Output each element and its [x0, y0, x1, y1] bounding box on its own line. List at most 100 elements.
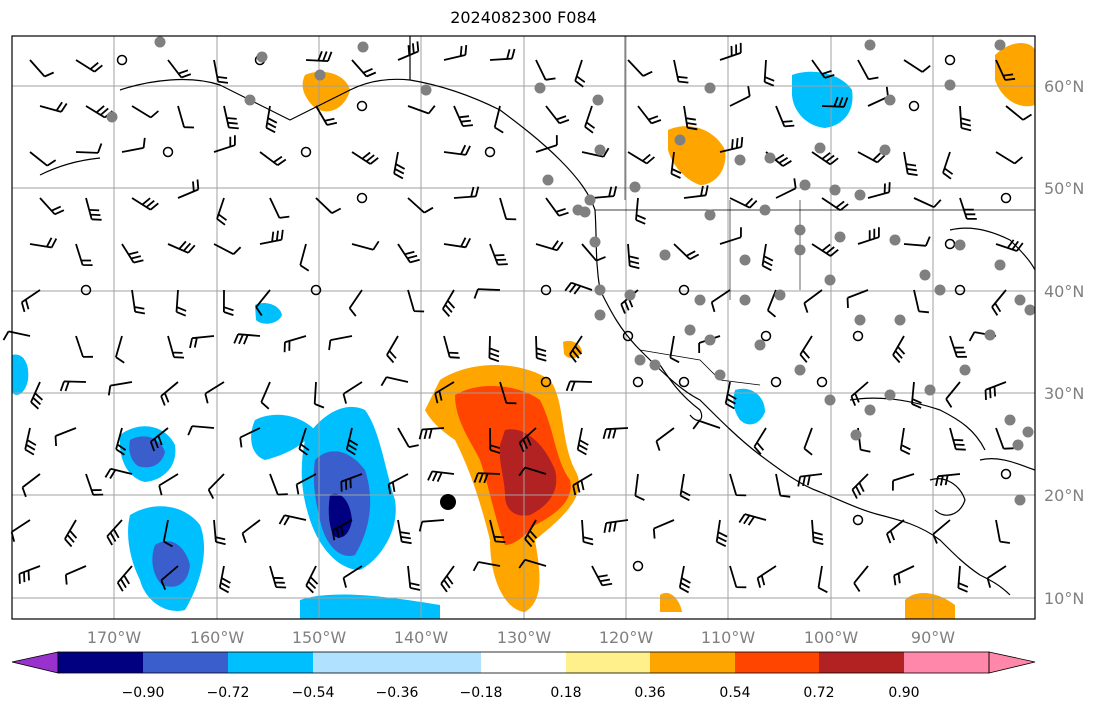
station-dot: [704, 82, 716, 94]
station-dot: [934, 284, 946, 296]
wind-barb: [386, 335, 399, 364]
wind-barb: [313, 381, 325, 409]
calm-wind-marker: [944, 238, 956, 250]
wind-barb: [893, 565, 915, 586]
wind-barb: [729, 473, 747, 497]
calm-wind-marker: [852, 330, 864, 342]
station-dot: [256, 51, 268, 63]
wind-barb: [719, 227, 742, 245]
wind-barb: [187, 425, 215, 436]
calm-wind-marker: [632, 560, 644, 572]
wind-barb: [903, 151, 918, 176]
wind-barb: [945, 381, 961, 408]
station-dot: [794, 364, 806, 376]
wind-barb: [29, 59, 55, 78]
lon-label: 160°W: [190, 628, 245, 647]
wind-barb: [995, 427, 1014, 450]
wind-barb: [239, 427, 261, 448]
wind-barb: [241, 519, 261, 544]
wind-barb: [121, 137, 146, 153]
wind-barb: [851, 473, 869, 499]
station-dot: [794, 244, 806, 256]
wind-barb: [278, 514, 307, 526]
wind-barb: [565, 380, 593, 392]
wind-barb: [213, 243, 242, 255]
wind-barb: [673, 243, 700, 260]
wind-barb: [24, 427, 37, 456]
lat-label: 10°N: [1044, 589, 1084, 608]
wind-barb: [581, 147, 610, 158]
station-dot: [864, 39, 876, 51]
wind-barb: [846, 289, 869, 308]
graticule: [12, 36, 1035, 619]
calm-wind-marker: [816, 376, 828, 388]
station-dot: [592, 94, 604, 106]
wind-barb: [116, 565, 133, 592]
calm-wind-marker: [116, 54, 128, 66]
negative-anomaly-patch-1: [251, 414, 315, 460]
wind-barb: [189, 335, 215, 349]
calm-wind-marker: [632, 376, 644, 388]
wind-barb: [591, 565, 613, 587]
wind-barb: [85, 197, 102, 221]
station-dot: [954, 239, 966, 251]
lon-label: 90°W: [911, 628, 955, 647]
wind-barb: [115, 335, 125, 364]
wind-barb: [603, 519, 629, 533]
colorbar-tick-label: −0.54: [292, 685, 335, 701]
wind-barb: [518, 558, 547, 569]
wind-barb: [442, 289, 456, 317]
lon-label: 120°W: [599, 628, 654, 647]
wind-barb: [535, 59, 556, 81]
colorbar-tick-label: 0.72: [803, 685, 834, 701]
station-dot: [814, 142, 826, 154]
station-dot: [774, 289, 786, 301]
wind-barb: [679, 473, 691, 502]
negative-anomaly-mexico: [733, 388, 765, 425]
wind-barb: [453, 105, 473, 127]
coastline-gulf: [849, 397, 986, 451]
colorbar-labels: −0.90 −0.72 −0.54 −0.36 −0.18 0.18 0.36 …: [122, 685, 920, 701]
wind-barb: [903, 59, 931, 73]
wind-barb: [39, 197, 65, 216]
station-dot: [879, 144, 891, 156]
colorbar: [11, 651, 1036, 674]
station-dot: [799, 179, 811, 191]
wind-barb: [106, 519, 123, 546]
wind-barb: [104, 467, 133, 479]
wind-barb: [158, 473, 179, 496]
wind-barb: [581, 243, 606, 262]
wind-barb: [803, 289, 823, 313]
wind-barb: [488, 335, 500, 363]
lat-label: 50°N: [1044, 179, 1084, 198]
wind-barb: [213, 59, 229, 84]
wind-barb: [351, 151, 379, 165]
wind-barb: [911, 381, 922, 409]
station-dot: [684, 324, 696, 336]
wind-barb: [351, 59, 377, 78]
station-dot: [594, 284, 606, 296]
wind-barb: [821, 197, 849, 212]
station-dot: [794, 224, 806, 236]
wind-barb: [545, 197, 569, 217]
wind-barb: [867, 182, 891, 199]
station-dot: [734, 154, 746, 166]
wind-barb: [167, 335, 185, 359]
wind-barb: [380, 376, 409, 387]
wind-barb: [259, 229, 284, 245]
station-dot: [694, 294, 706, 306]
wind-barb: [269, 565, 287, 589]
wind-barb: [799, 335, 813, 363]
map-title: 2024082300 F084: [450, 8, 597, 27]
lon-label: 100°W: [804, 628, 859, 647]
station-dot: [884, 389, 896, 401]
wind-barb: [811, 243, 839, 257]
wind-barb: [64, 565, 87, 585]
wind-barb: [305, 50, 333, 62]
wind-barb: [627, 59, 653, 77]
wind-barb: [913, 289, 929, 314]
calm-wind-marker: [356, 192, 368, 204]
wind-barb: [453, 186, 480, 199]
station-dot: [659, 249, 671, 261]
colorbar-tick-label: −0.18: [460, 685, 503, 701]
